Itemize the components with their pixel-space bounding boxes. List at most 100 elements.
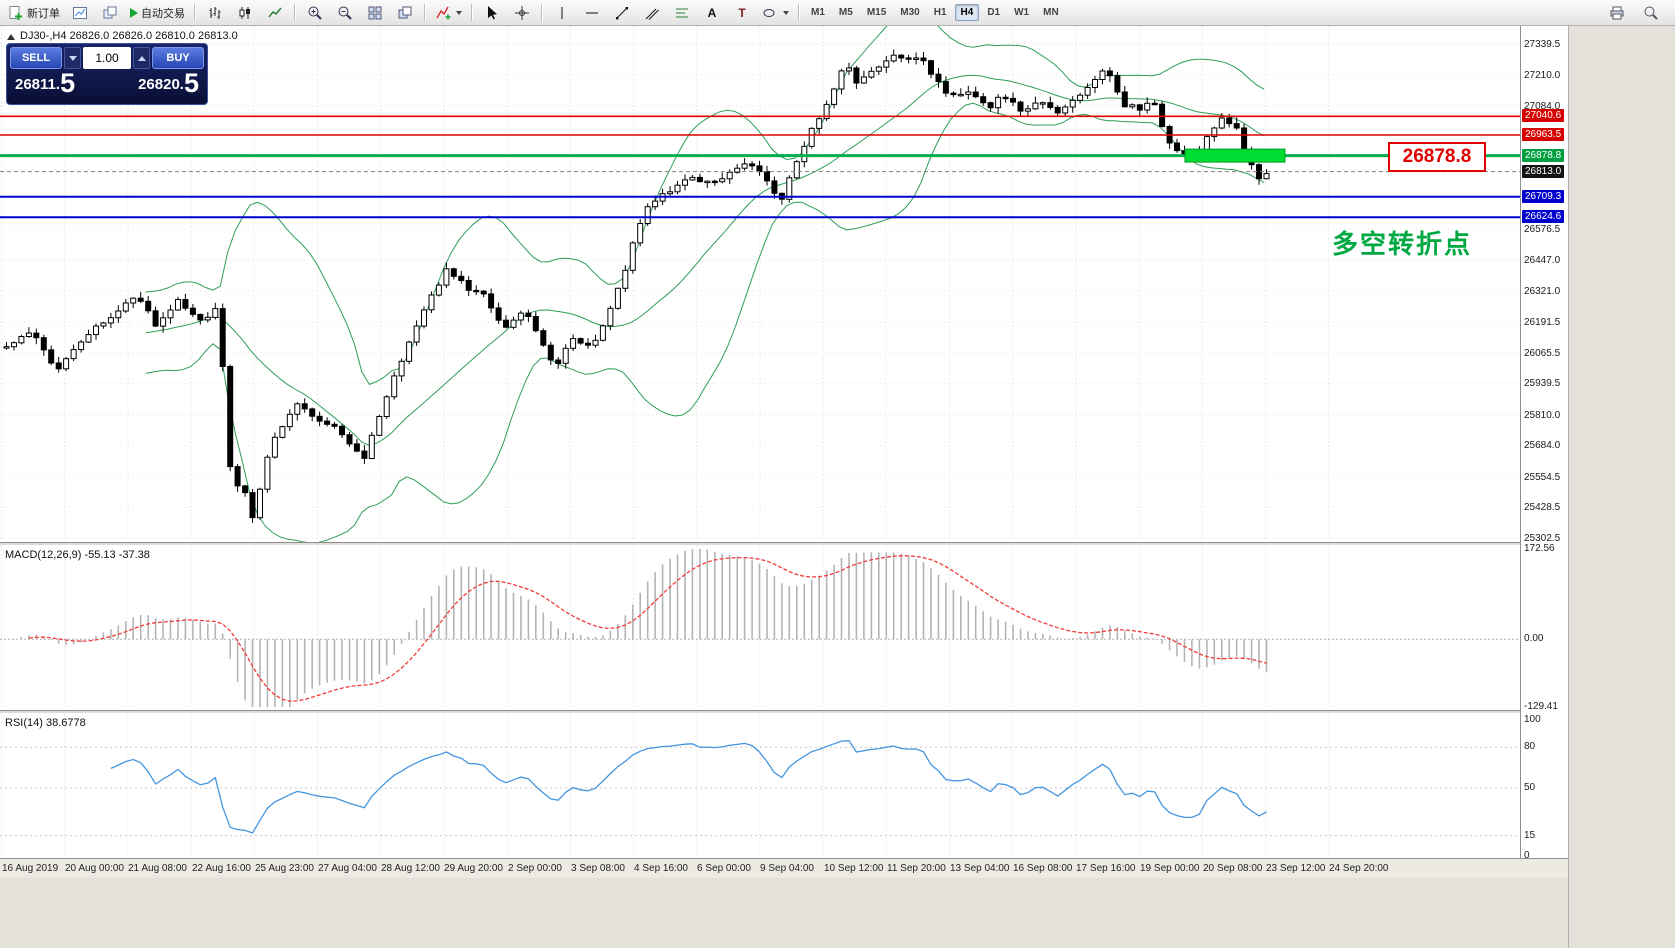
rsi-canvas[interactable] [0,714,1520,856]
price-axis-label: 25554.5 [1524,472,1561,483]
crosshair-button[interactable] [508,1,536,25]
price-callout-label[interactable]: 26878.8 [1388,142,1486,172]
buy-price[interactable]: 26820. 5 [138,70,199,97]
time-axis-label: 13 Sep 04:00 [950,863,1010,874]
volume-up-button[interactable] [133,47,150,69]
candlestick-chart-button[interactable] [231,1,259,25]
price-axis-tag: 26709.3 [1522,190,1565,203]
timeframe-h4-button[interactable]: H4 [954,4,980,21]
sell-button[interactable]: SELL [10,47,62,69]
chart-area[interactable]: DJ30-,H4 26826.0 26826.0 26810.0 26813.0… [0,26,1520,858]
indicators-button[interactable] [431,1,466,25]
shapes-tool-button[interactable] [758,1,793,25]
time-axis-label: 28 Aug 12:00 [381,863,440,874]
timeframe-m1-button[interactable]: M1 [811,7,825,18]
tile-windows-button[interactable] [361,1,389,25]
time-axis-label: 9 Sep 04:00 [760,863,814,874]
price-chart-canvas[interactable] [0,26,1520,542]
toolbar-separator [424,4,426,21]
timeframe-h1-button[interactable]: H1 [933,7,947,18]
crosshair-icon [514,5,530,21]
toolbar-separator [541,4,543,21]
vertical-line-icon [554,5,570,21]
triangle-up-icon [137,55,146,61]
macd-label: MACD(12,26,9) -55.13 -37.38 [5,549,150,561]
ohlc-bars-icon [207,5,223,21]
time-axis-label: 23 Sep 12:00 [1266,863,1326,874]
zoom-out-button[interactable] [331,1,359,25]
autotrade-label: 自动交易 [141,7,185,20]
search-button[interactable] [1637,1,1665,25]
macd-pane[interactable]: MACD(12,26,9) -55.13 -37.38 [0,546,1520,710]
text-tool-button[interactable]: A [698,1,726,25]
autotrade-button[interactable]: 自动交易 [126,1,189,25]
timeframe-mn-button[interactable]: MN [1043,7,1059,18]
pane-separator[interactable] [0,542,1568,546]
zoom-in-icon [307,5,323,21]
buy-button[interactable]: BUY [152,47,204,69]
sell-price[interactable]: 26811. 5 [15,70,75,97]
volume-input[interactable]: 1.00 [83,47,131,69]
print-button[interactable] [1603,1,1631,25]
toolbar-separator [798,4,800,21]
price-axis-label: 27210.0 [1524,70,1561,81]
timeframe-m5-button[interactable]: M5 [838,7,853,18]
buy-price-big-digit: 5 [183,68,199,98]
profiles-button[interactable] [96,1,124,25]
fibonacci-icon [674,5,690,21]
autotrade-play-icon [130,7,138,18]
label-tool-button[interactable]: T [728,1,756,25]
timeframe-m15-button[interactable]: M15 [866,7,887,18]
horizontal-line-tool-button[interactable] [578,1,606,25]
cursor-icon [484,5,500,21]
trendline-tool-button[interactable] [608,1,636,25]
timeframe-m30-button[interactable]: M30 [900,7,920,18]
chart-window-button[interactable] [66,1,94,25]
time-axis[interactable]: 16 Aug 2019 20 Aug 00:00 21 Aug 08:00 22 Au… [0,858,1568,878]
chart-ohlc-title: DJ30-,H4 26826.0 26826.0 26810.0 26813.0 [20,30,238,42]
price-pane[interactable]: DJ30-,H4 26826.0 26826.0 26810.0 26813.0… [0,26,1520,542]
channel-tool-button[interactable] [638,1,666,25]
bar-chart-button[interactable] [201,1,229,25]
rsi-pane[interactable]: RSI(14) 38.6778 [0,714,1520,856]
volume-down-button[interactable] [64,47,81,69]
price-axis-label: 26191.5 [1524,317,1561,328]
price-axis-label: 25939.5 [1524,378,1561,389]
timeframe-d1-button[interactable]: D1 [987,7,1001,18]
price-axis[interactable]: 27339.5 27210.0 27084.0 26576.5 26447.0 26321… [1520,26,1568,858]
price-axis-tag: 27040.6 [1522,109,1565,122]
toolbar: 新订单 自动交易 [0,0,1675,26]
zoom-in-button[interactable] [301,1,329,25]
price-axis-tag: 26963.5 [1522,128,1565,141]
price-axis-tag: 26813.0 [1522,165,1565,178]
time-axis-label: 4 Sep 16:00 [634,863,688,874]
time-axis-label: 21 Aug 08:00 [128,863,187,874]
cascade-windows-button[interactable] [391,1,419,25]
time-axis-label: 20 Sep 08:00 [1203,863,1263,874]
text-tool-icon: A [707,5,717,20]
price-axis-label: 27339.5 [1524,39,1561,50]
pane-separator[interactable] [0,710,1568,714]
macd-axis-label: -129.41 [1524,701,1558,712]
toolbar-separator [194,4,196,21]
tile-windows-icon [367,5,383,21]
timeframe-w1-button[interactable]: W1 [1014,7,1030,18]
trendline-icon [614,5,630,21]
line-chart-button[interactable] [261,1,289,25]
time-axis-label: 17 Sep 16:00 [1076,863,1136,874]
fibonacci-tool-button[interactable] [668,1,696,25]
search-icon [1643,5,1659,21]
new-order-button[interactable]: 新订单 [4,1,64,25]
chart-annotation-text[interactable]: 多空转折点 [1332,229,1473,259]
right-gutter [1568,26,1675,948]
rsi-axis-label: 100 [1524,714,1541,725]
time-axis-label: 16 Aug 2019 [2,863,59,874]
rsi-axis-label: 15 [1524,830,1536,841]
panel-collapse-icon[interactable] [7,34,15,40]
macd-canvas[interactable] [0,546,1520,710]
horizontal-line-icon [584,5,600,21]
rsi-label: RSI(14) 38.6778 [5,717,86,729]
cursor-button[interactable] [478,1,506,25]
vertical-line-tool-button[interactable] [548,1,576,25]
time-axis-label: 3 Sep 08:00 [571,863,625,874]
